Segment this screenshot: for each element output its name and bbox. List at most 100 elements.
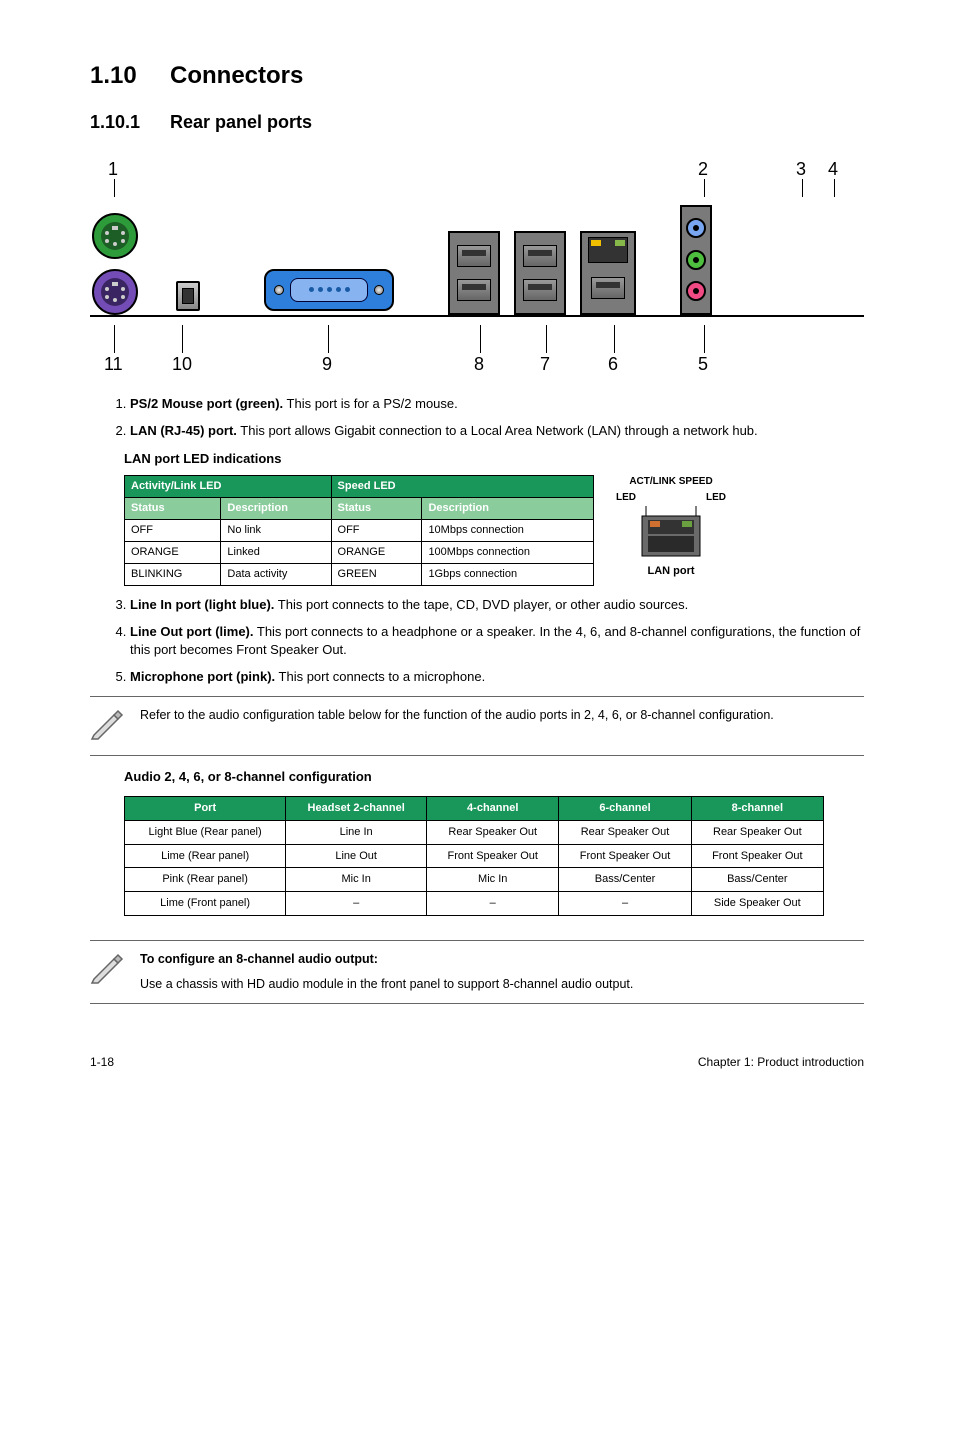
subsection-heading: 1.10.1Rear panel ports <box>90 110 864 134</box>
usb-pair <box>514 231 566 315</box>
lan-led-table: Activity/Link LED Speed LED Status Descr… <box>124 475 594 585</box>
cell: Lime (Front panel) <box>125 892 286 916</box>
port-term: LAN (RJ-45) port. <box>130 423 237 438</box>
cell: Bass/Center <box>691 868 823 892</box>
callout-10: 10 <box>172 352 192 376</box>
rear-panel-diagram: 1 2 3 4 <box>90 157 864 377</box>
callouts-bottom: 11 10 9 8 7 6 5 <box>90 347 864 377</box>
callouts-top: 1 2 3 4 <box>90 157 864 185</box>
table-row: ORANGELinkedORANGE100Mbps connection <box>125 541 594 563</box>
footer-page: 1-18 <box>90 1054 114 1070</box>
cell: Data activity <box>221 563 331 585</box>
vga-group <box>264 269 394 311</box>
note2-title: To configure an 8-channel audio output: <box>140 951 633 968</box>
pencil-icon <box>90 707 124 746</box>
cell: No link <box>221 520 331 542</box>
cell: Linked <box>221 541 331 563</box>
audio-th: 4-channel <box>427 796 559 820</box>
callout-3: 3 <box>796 157 806 181</box>
io-panel <box>90 197 864 317</box>
port-item-2: LAN (RJ-45) port. This port allows Gigab… <box>130 422 864 440</box>
usb-port-icon <box>591 277 625 299</box>
audio-config-table: Port Headset 2-channel 4-channel 6-chann… <box>124 796 824 916</box>
cell: ORANGE <box>125 541 221 563</box>
lan-th-activity: Activity/Link LED <box>125 476 332 498</box>
cell: Mic In <box>427 868 559 892</box>
callout-7: 7 <box>540 352 550 376</box>
cell: GREEN <box>331 563 422 585</box>
audio-th: 6-channel <box>559 796 691 820</box>
rj45-port-icon <box>588 237 628 263</box>
port-term: Line Out port (lime). <box>130 624 254 639</box>
callout-line <box>114 179 115 197</box>
lan-th-status: Status <box>331 498 422 520</box>
audio-group <box>680 205 712 315</box>
cell: Mic In <box>286 868 427 892</box>
audio-stack <box>680 205 712 315</box>
callout-2: 2 <box>698 157 708 181</box>
callout-line <box>614 325 615 353</box>
page-footer: 1-18 Chapter 1: Product introduction <box>90 1054 864 1070</box>
lan-led-title: LAN port LED indications <box>124 450 864 468</box>
table-row: Light Blue (Rear panel)Line InRear Speak… <box>125 820 824 844</box>
note-block-2: To configure an 8-channel audio output: … <box>90 940 864 1004</box>
port-term: Microphone port (pink). <box>130 669 275 684</box>
pencil-icon <box>90 951 124 990</box>
lan-diag-right: LED <box>706 491 726 505</box>
callout-8: 8 <box>474 352 484 376</box>
callout-6: 6 <box>608 352 618 376</box>
section-number: 1.10 <box>90 60 170 92</box>
line-out-jack <box>686 250 706 270</box>
port-text: This port connects to the tape, CD, DVD … <box>274 597 688 612</box>
port-list-cont: Line In port (light blue). This port con… <box>90 596 864 686</box>
cell: Front Speaker Out <box>559 844 691 868</box>
callout-line <box>704 325 705 353</box>
audio-config-title: Audio 2, 4, 6, or 8-channel configuratio… <box>124 768 864 786</box>
subsection-number: 1.10.1 <box>90 110 170 134</box>
port-term: PS/2 Mouse port (green). <box>130 396 283 411</box>
port-text: This port allows Gigabit connection to a… <box>237 423 758 438</box>
subsection-title: Rear panel ports <box>170 112 312 132</box>
callout-1: 1 <box>108 157 118 181</box>
callout-line <box>480 325 481 353</box>
callout-4: 4 <box>828 157 838 181</box>
note-block-1: Refer to the audio configuration table b… <box>90 696 864 757</box>
usb-group-1 <box>448 231 500 315</box>
cell: 100Mbps connection <box>422 541 594 563</box>
cell: Light Blue (Rear panel) <box>125 820 286 844</box>
table-row: Lime (Rear panel)Line OutFront Speaker O… <box>125 844 824 868</box>
cell: – <box>286 892 427 916</box>
cell: Lime (Rear panel) <box>125 844 286 868</box>
lan-th-desc: Description <box>422 498 594 520</box>
callout-line <box>802 179 803 197</box>
vga-screw-icon <box>274 285 284 295</box>
cell: Front Speaker Out <box>691 844 823 868</box>
callout-line <box>182 325 183 353</box>
optical-port <box>176 281 200 311</box>
cell: 10Mbps connection <box>422 520 594 542</box>
vga-port <box>264 269 394 311</box>
port-text: This port is for a PS/2 mouse. <box>283 396 458 411</box>
ps2-group <box>92 213 138 315</box>
port-item-3: Line In port (light blue). This port con… <box>130 596 864 614</box>
callout-9: 9 <box>322 352 332 376</box>
lan-diag-title: ACT/LINK SPEED <box>616 475 726 489</box>
rj45-icon <box>636 506 706 560</box>
cell: Rear Speaker Out <box>691 820 823 844</box>
lan-diag-caption: LAN port <box>616 564 726 579</box>
callout-line <box>328 325 329 353</box>
cell: OFF <box>125 520 221 542</box>
lan-port-diagram: ACT/LINK SPEED LEDLED LAN port <box>616 475 726 579</box>
section-title: Connectors <box>170 62 303 89</box>
vga-screw-icon <box>374 285 384 295</box>
port-item-4: Line Out port (lime). This port connects… <box>130 623 864 658</box>
cell: Rear Speaker Out <box>427 820 559 844</box>
callout-line <box>114 325 115 353</box>
cell: – <box>559 892 691 916</box>
table-row: Lime (Front panel)–––Side Speaker Out <box>125 892 824 916</box>
note2-content: To configure an 8-channel audio output: … <box>140 951 633 993</box>
port-item-1: PS/2 Mouse port (green). This port is fo… <box>130 395 864 413</box>
mic-jack <box>686 281 706 301</box>
cell: ORANGE <box>331 541 422 563</box>
port-item-5: Microphone port (pink). This port connec… <box>130 668 864 686</box>
